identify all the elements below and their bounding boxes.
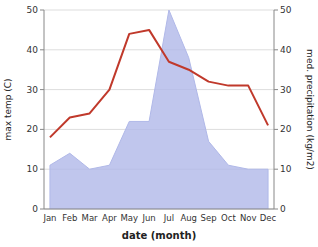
y-tick	[40, 49, 44, 50]
x-tick-label: Jan	[42, 213, 56, 223]
y2-tick-label: 40	[280, 45, 292, 55]
x-axis-label: date (month)	[122, 230, 196, 241]
temperature-line	[50, 30, 268, 137]
grid	[44, 10, 274, 209]
y2-tick-label: 20	[280, 124, 292, 134]
y2-tick	[274, 129, 278, 130]
x-tick-label: Apr	[102, 213, 117, 223]
y-axis-label: max temp (C)	[3, 78, 13, 140]
y2-tick	[274, 89, 278, 90]
y-tick-label: 10	[27, 164, 39, 174]
axes: 0 10 20 30 40 50 0 10 20 30 40 50 Jan Feb MarAprMayJun…	[3, 5, 315, 241]
x-tick-label: Nov	[240, 213, 257, 223]
y-axis-line	[44, 10, 45, 209]
y-tick-label: 30	[27, 85, 39, 95]
y2-tick-label: 30	[280, 85, 292, 95]
y-tick-label: 20	[27, 124, 39, 134]
y2-axis-label: med. precipitation (kg/m2)	[305, 49, 315, 170]
x-tick-label: May	[120, 213, 138, 223]
y2-tick	[274, 169, 278, 170]
plot-area	[50, 10, 268, 209]
x-tick-label: Sep	[201, 213, 217, 223]
y2-tick-label: 10	[280, 164, 292, 174]
y-tick-label: 50	[27, 5, 39, 15]
y-tick-label: 0	[32, 204, 38, 214]
y2-tick	[274, 10, 278, 11]
y-tick-label: 40	[27, 45, 39, 55]
y2-tick-label: 0	[280, 204, 286, 214]
x-tick-label: Mar	[82, 213, 99, 223]
y-tick	[40, 209, 44, 210]
x-tick-label: Dec	[260, 213, 277, 223]
y2-tick-label: 50	[280, 5, 292, 15]
precipitation-area	[50, 10, 268, 209]
y2-tick	[274, 49, 278, 50]
grid-line	[44, 10, 274, 11]
grid-line	[44, 49, 274, 50]
y2-tick	[274, 209, 278, 210]
x-tick-label: Feb	[62, 213, 77, 223]
y-tick	[40, 169, 44, 170]
grid-line	[44, 209, 274, 210]
x-tick-label: Jul	[163, 213, 174, 223]
x-axis-line	[44, 209, 274, 210]
chart: 0 10 20 30 40 50 0 10 20 30 40 50 Jan Feb MarAprMayJun…	[0, 0, 318, 247]
x-tick-label: Aug	[180, 213, 197, 223]
x-tick-label: Oct	[221, 213, 236, 223]
y2-axis-line	[274, 10, 275, 209]
y-tick	[40, 129, 44, 130]
y-tick	[40, 89, 44, 90]
x-tick-label: Jun	[141, 213, 155, 223]
y-tick	[40, 10, 44, 11]
